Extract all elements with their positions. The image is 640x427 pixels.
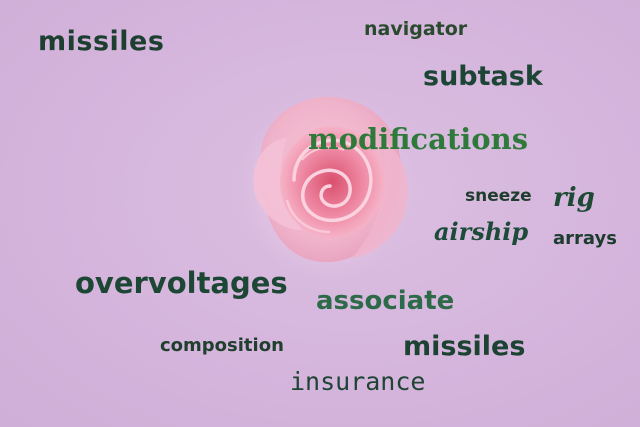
- word-missiles-bottom: missiles: [403, 331, 526, 362]
- word-modifications: modifications: [308, 122, 529, 156]
- word-associate: associate: [316, 286, 455, 316]
- word-missiles-top: missiles: [38, 26, 165, 57]
- word-arrays: arrays: [553, 228, 617, 249]
- word-overvoltages: overvoltages: [75, 266, 288, 300]
- word-insurance: insurance: [290, 367, 426, 396]
- rose-icon: [232, 80, 422, 290]
- word-airship: airship: [434, 217, 529, 246]
- word-sneeze: sneeze: [465, 186, 532, 206]
- word-navigator: navigator: [364, 18, 468, 40]
- word-rig: rig: [553, 183, 595, 213]
- word-composition: composition: [160, 335, 284, 356]
- word-subtask: subtask: [423, 61, 543, 92]
